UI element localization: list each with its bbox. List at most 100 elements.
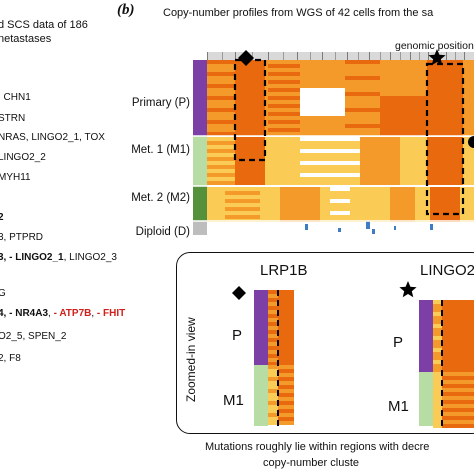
cn-segment [345, 128, 380, 132]
cn-segment [268, 100, 300, 104]
cn-segment [268, 108, 300, 112]
left-gene-line: 3, - LINGO2_1, LINGO2_3 [0, 252, 117, 264]
zoom-cn-segment [433, 364, 442, 368]
cn-segment [280, 199, 320, 203]
left-gene-segment: G [0, 288, 6, 299]
zoom-cn-segment [433, 324, 442, 328]
cn-segment [427, 128, 463, 132]
cn-segment [330, 203, 350, 207]
cn-segment [207, 128, 235, 132]
zoom-cn-segment [278, 314, 294, 318]
cn-segment [300, 92, 345, 96]
cn-segment [235, 88, 265, 92]
cn-segment [463, 88, 474, 92]
cn-segment [380, 76, 427, 80]
left-gene-line: , CHN1 [0, 92, 31, 104]
cn-segment [463, 112, 474, 116]
cn-segment [207, 157, 235, 161]
left-gene-line: MYH11 [0, 172, 31, 184]
zoom-cn-segment [278, 421, 294, 425]
cn-segment [427, 92, 463, 96]
cn-segment [463, 92, 474, 96]
zoom-cn-segment [278, 322, 294, 326]
footer-line-2: copy-number cluste [263, 457, 359, 469]
zoom-cn-segment [268, 346, 278, 350]
cn-segment [330, 207, 350, 211]
cn-segment [380, 120, 427, 124]
cn-segment [268, 116, 300, 120]
left-gene-segment: MYH11 [0, 172, 31, 183]
zoom-cn-segment [433, 360, 442, 364]
cn-segment [235, 153, 265, 157]
cn-segment [207, 112, 235, 116]
zoom-cn-segment [442, 372, 474, 376]
axis-tick [235, 52, 236, 60]
zoom-cn-segment [442, 404, 474, 408]
zoom-cn-segment [268, 342, 278, 346]
cn-segment [360, 169, 400, 173]
zoom-cn-segment [268, 314, 278, 318]
left-gene-segment: - FHIT [96, 308, 126, 319]
axis-tick [390, 52, 391, 60]
left-gene-segment: , [91, 308, 97, 319]
axis-tick [322, 52, 323, 60]
zoom-cn-segment [433, 356, 442, 360]
zoom-cn-segment [442, 364, 474, 368]
cn-segment [345, 80, 380, 84]
cn-segment [360, 157, 400, 161]
cn-segment [390, 215, 415, 219]
cn-segment [380, 68, 427, 72]
zoom-cn-segment [419, 300, 433, 372]
cn-segment [360, 153, 400, 157]
zoom-cn-segment [268, 373, 278, 377]
zoom-cn-segment [442, 348, 474, 352]
zoom-cn-segment [278, 401, 294, 405]
zoom-cn-segment [278, 393, 294, 397]
cn-segment [463, 104, 474, 108]
row-label-met1: Met. 1 (M1) [131, 144, 190, 156]
zoom-cn-segment [433, 368, 442, 372]
zoom-cn-segment [268, 318, 278, 322]
genomic-axis-strip [207, 52, 474, 60]
zoom-cn-segment [278, 350, 294, 354]
cn-segment [463, 100, 474, 104]
cn-segment [268, 96, 300, 100]
cn-segment [360, 173, 400, 177]
cn-segment [300, 120, 345, 124]
zoom-cells [254, 290, 474, 428]
zoom-cn-segment [433, 316, 442, 320]
cn-segment [345, 132, 380, 136]
cn-segment [235, 124, 265, 128]
cn-segment [207, 92, 235, 96]
zoom-diamond-icon [232, 286, 246, 300]
cn-segment [207, 104, 235, 108]
zoom-cn-segment [268, 326, 278, 330]
cn-segment [380, 132, 427, 136]
cn-segment [427, 76, 463, 80]
zoom-cn-segment [433, 416, 442, 420]
cn-segment [300, 137, 360, 141]
row-label-primary: Primary (P) [131, 97, 190, 109]
zoom-cn-segment [433, 400, 442, 404]
cn-segment [235, 104, 265, 108]
left-header-line-2: netastases [0, 33, 52, 45]
zoom-cn-segment [433, 308, 442, 312]
zoom-cn-segment [268, 290, 278, 294]
cn-segment [235, 84, 265, 88]
panel-title: Copy-number profiles from WGS of 42 cell… [163, 7, 434, 19]
zoom-cn-segment [268, 354, 278, 358]
cn-segment [380, 60, 427, 64]
cn-segment [427, 64, 463, 68]
cn-segment [268, 112, 300, 116]
zoom-cn-segment [278, 413, 294, 417]
cn-segment [427, 80, 463, 84]
cn-segment [235, 128, 265, 132]
zoom-cn-segment [433, 320, 442, 324]
zoom-cn-segment [278, 373, 294, 377]
cn-segment [390, 207, 415, 211]
zoom-cn-segment [442, 360, 474, 364]
axis-tick [428, 52, 429, 60]
diamond-marker-icon [238, 50, 254, 66]
zoom-cn-segment [278, 318, 294, 322]
cn-segment [390, 195, 415, 199]
